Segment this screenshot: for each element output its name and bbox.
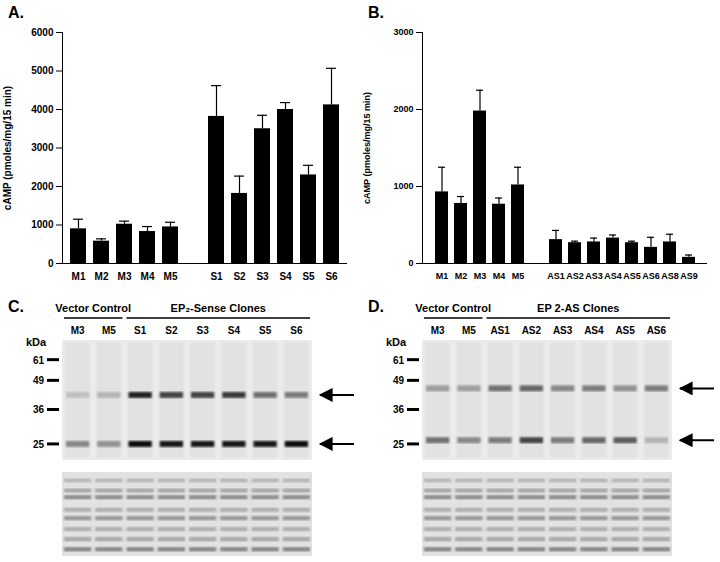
svg-text:EP₂-Sense Clones: EP₂-Sense Clones bbox=[171, 302, 266, 314]
svg-text:M3: M3 bbox=[71, 325, 85, 336]
svg-text:M3: M3 bbox=[118, 271, 132, 282]
svg-text:61: 61 bbox=[393, 355, 405, 366]
svg-text:49: 49 bbox=[393, 375, 405, 386]
svg-text:AS6: AS6 bbox=[647, 325, 667, 336]
svg-text:S6: S6 bbox=[325, 271, 338, 282]
svg-text:kDa: kDa bbox=[26, 336, 47, 348]
svg-text:kDa: kDa bbox=[386, 336, 407, 348]
svg-text:AS2: AS2 bbox=[566, 271, 584, 281]
svg-text:2000: 2000 bbox=[393, 104, 413, 114]
svg-text:S1: S1 bbox=[210, 271, 223, 282]
svg-text:AS4: AS4 bbox=[584, 325, 604, 336]
svg-text:M2: M2 bbox=[95, 271, 109, 282]
svg-text:1000: 1000 bbox=[393, 181, 413, 191]
svg-text:AS9: AS9 bbox=[680, 271, 698, 281]
svg-text:M3: M3 bbox=[431, 325, 445, 336]
svg-text:cAMP (pmoles/mg/15 min): cAMP (pmoles/mg/15 min) bbox=[362, 92, 372, 204]
svg-text:AS5: AS5 bbox=[623, 271, 641, 281]
svg-text:M2: M2 bbox=[455, 271, 468, 281]
svg-text:AS5: AS5 bbox=[615, 325, 635, 336]
svg-text:AS1: AS1 bbox=[547, 271, 565, 281]
svg-text:25: 25 bbox=[33, 439, 45, 450]
svg-text:M5: M5 bbox=[164, 271, 178, 282]
svg-text:3000: 3000 bbox=[31, 142, 54, 153]
svg-text:AS8: AS8 bbox=[661, 271, 679, 281]
svg-text:M5: M5 bbox=[462, 325, 476, 336]
svg-text:M3: M3 bbox=[474, 271, 487, 281]
svg-text:S1: S1 bbox=[134, 325, 147, 336]
svg-text:M4: M4 bbox=[141, 271, 155, 282]
svg-text:0: 0 bbox=[48, 258, 54, 269]
svg-text:3000: 3000 bbox=[393, 27, 413, 37]
svg-text:C.: C. bbox=[8, 298, 24, 315]
svg-text:6000: 6000 bbox=[31, 27, 54, 38]
svg-text:AS1: AS1 bbox=[490, 325, 510, 336]
svg-text:S6: S6 bbox=[290, 325, 303, 336]
svg-text:AS4: AS4 bbox=[604, 271, 622, 281]
svg-text:61: 61 bbox=[33, 355, 45, 366]
svg-text:M1: M1 bbox=[72, 271, 86, 282]
svg-text:AS6: AS6 bbox=[642, 271, 660, 281]
svg-text:36: 36 bbox=[33, 404, 45, 415]
svg-text:AS3: AS3 bbox=[553, 325, 573, 336]
html-text:B.: B. bbox=[368, 4, 384, 21]
svg-text:EP 2-AS Clones: EP 2-AS Clones bbox=[537, 302, 619, 314]
svg-text:S2: S2 bbox=[165, 325, 178, 336]
svg-text:Vector Control: Vector Control bbox=[55, 302, 131, 314]
svg-text:S5: S5 bbox=[259, 325, 272, 336]
svg-text:S4: S4 bbox=[228, 325, 241, 336]
svg-text:cAMP (pmoles/mg/15 min): cAMP (pmoles/mg/15 min) bbox=[2, 86, 13, 210]
svg-text:M4: M4 bbox=[493, 271, 506, 281]
svg-text:S3: S3 bbox=[197, 325, 210, 336]
svg-text:2000: 2000 bbox=[31, 181, 54, 192]
svg-text:5000: 5000 bbox=[31, 65, 54, 76]
svg-text:Vector Control: Vector Control bbox=[415, 302, 491, 314]
svg-text:S2: S2 bbox=[233, 271, 246, 282]
svg-text:S4: S4 bbox=[279, 271, 292, 282]
svg-text:36: 36 bbox=[393, 404, 405, 415]
svg-text:4000: 4000 bbox=[31, 104, 54, 115]
html-text:A.: A. bbox=[8, 4, 24, 21]
svg-text:49: 49 bbox=[33, 375, 45, 386]
svg-text:M1: M1 bbox=[436, 271, 449, 281]
svg-text:0: 0 bbox=[408, 258, 413, 268]
svg-text:D.: D. bbox=[368, 298, 384, 315]
svg-text:S3: S3 bbox=[256, 271, 269, 282]
svg-text:1000: 1000 bbox=[31, 219, 54, 230]
svg-text:M5: M5 bbox=[512, 271, 525, 281]
svg-text:S5: S5 bbox=[302, 271, 315, 282]
svg-text:AS2: AS2 bbox=[522, 325, 542, 336]
svg-text:25: 25 bbox=[393, 439, 405, 450]
svg-text:M5: M5 bbox=[102, 325, 116, 336]
svg-text:AS3: AS3 bbox=[585, 271, 603, 281]
